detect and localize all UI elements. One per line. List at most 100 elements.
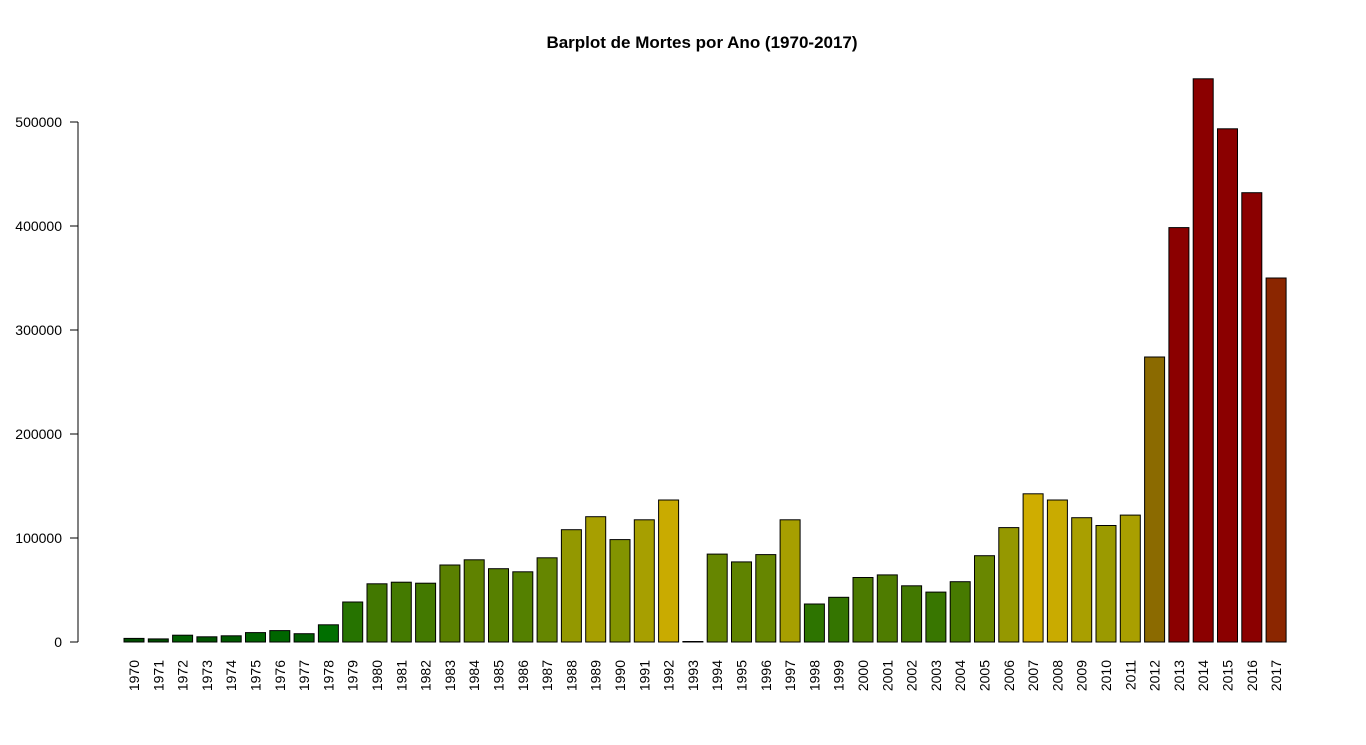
- bar-1971: [147, 638, 169, 643]
- x-tick-label-1996: 1996: [758, 660, 774, 691]
- bar-2010: [1095, 525, 1117, 643]
- bar-1979: [342, 601, 364, 643]
- bar-2014: [1192, 78, 1214, 643]
- bars: [123, 78, 1287, 643]
- x-tick-label-1979: 1979: [345, 660, 361, 691]
- x-tick-label-1976: 1976: [272, 660, 288, 691]
- bar-2016: [1241, 192, 1263, 643]
- y-tick-label: 100000: [15, 530, 62, 546]
- x-tick-label-2017: 2017: [1268, 660, 1284, 691]
- bar-1981: [390, 581, 412, 643]
- bar-1975: [245, 632, 266, 643]
- x-tick-label-2000: 2000: [855, 660, 871, 691]
- bar-1970: [123, 637, 145, 643]
- bar-1973: [196, 636, 218, 643]
- bar-1972: [172, 634, 194, 643]
- x-tick-label-1975: 1975: [248, 660, 264, 691]
- bar-1990: [609, 539, 631, 643]
- x-tick-label-1982: 1982: [418, 660, 434, 691]
- bar-2015: [1217, 128, 1238, 643]
- bar-2007: [1022, 493, 1044, 643]
- bar-1994: [706, 553, 728, 643]
- x-tick-label-2003: 2003: [928, 660, 944, 691]
- y-tick-label: 500000: [15, 114, 62, 130]
- y-tick-label: 200000: [15, 426, 62, 442]
- x-tick-label-1997: 1997: [782, 660, 798, 691]
- bar-1992: [658, 499, 680, 643]
- x-tick-label-2014: 2014: [1195, 660, 1211, 691]
- x-tick-label-1978: 1978: [320, 660, 336, 691]
- bar-1995: [731, 561, 752, 643]
- x-tick-label-1995: 1995: [734, 660, 750, 691]
- bar-1996: [755, 554, 777, 643]
- bar-2008: [1046, 499, 1068, 643]
- bar-2001: [876, 574, 898, 643]
- x-tick-label-1992: 1992: [661, 660, 677, 691]
- bar-2006: [998, 527, 1020, 643]
- x-tick-label-1991: 1991: [636, 660, 652, 691]
- x-tick-label-1994: 1994: [709, 660, 725, 691]
- x-tick-label-1985: 1985: [491, 660, 507, 691]
- bar-2004: [949, 581, 971, 643]
- bar-1997: [779, 519, 801, 643]
- bar-1985: [488, 568, 509, 643]
- bar-1987: [536, 557, 558, 643]
- x-tick-label-1973: 1973: [199, 660, 215, 691]
- x-tick-label-1972: 1972: [175, 660, 191, 691]
- x-tick-label-1998: 1998: [806, 660, 822, 691]
- bar-2003: [925, 591, 947, 643]
- bar-2017: [1265, 277, 1287, 643]
- bar-1988: [560, 529, 582, 643]
- bar-1974: [220, 635, 242, 643]
- x-tick-labels: 1970 1971 1972 1973 1974 1975 1976 1977 1978 1979…: [126, 660, 1284, 691]
- bar-1982: [415, 582, 437, 643]
- y-tick-label: 0: [54, 634, 62, 650]
- x-tick-label-1970: 1970: [126, 660, 142, 691]
- x-tick-label-1993: 1993: [685, 660, 701, 691]
- x-tick-label-2002: 2002: [904, 660, 920, 691]
- bar-1978: [317, 624, 339, 643]
- bar-2012: [1144, 356, 1166, 643]
- bar-1983: [439, 564, 461, 643]
- bar-2002: [901, 585, 923, 643]
- bar-1986: [512, 571, 534, 643]
- bar-1989: [585, 516, 607, 643]
- x-tick-label-1977: 1977: [296, 660, 312, 691]
- bar-1999: [828, 596, 850, 643]
- bar-1991: [633, 519, 655, 643]
- x-tick-label-2010: 2010: [1098, 660, 1114, 691]
- bar-2011: [1119, 514, 1141, 643]
- y-axis: 0 100000 200000 300000 400000 500000: [15, 114, 79, 650]
- x-tick-label-2006: 2006: [1001, 660, 1017, 691]
- x-tick-label-2008: 2008: [1049, 660, 1065, 691]
- x-tick-label-1990: 1990: [612, 660, 628, 691]
- x-tick-label-2015: 2015: [1220, 660, 1236, 691]
- bar-2000: [852, 577, 874, 643]
- x-tick-label-2012: 2012: [1147, 660, 1163, 691]
- bar-2005: [974, 555, 995, 643]
- x-tick-label-1981: 1981: [393, 660, 409, 691]
- bar-2009: [1071, 517, 1093, 643]
- x-tick-label-1989: 1989: [588, 660, 604, 691]
- x-tick-label-2016: 2016: [1244, 660, 1260, 691]
- x-tick-label-1999: 1999: [831, 660, 847, 691]
- x-tick-label-1983: 1983: [442, 660, 458, 691]
- bar-1993: [682, 641, 704, 643]
- x-tick-label-2007: 2007: [1025, 660, 1041, 691]
- x-tick-label-1984: 1984: [466, 660, 482, 691]
- bar-1977: [293, 633, 315, 643]
- x-tick-label-1971: 1971: [150, 660, 166, 691]
- bar-1980: [366, 583, 388, 643]
- x-tick-label-2013: 2013: [1171, 660, 1187, 691]
- bar-1984: [463, 559, 485, 643]
- bar-1998: [803, 603, 825, 643]
- chart-title: Barplot de Mortes por Ano (1970-2017): [546, 33, 857, 52]
- y-tick-label: 300000: [15, 322, 62, 338]
- x-tick-label-2004: 2004: [952, 660, 968, 691]
- x-tick-label-1986: 1986: [515, 660, 531, 691]
- x-tick-label-2001: 2001: [879, 660, 895, 691]
- x-tick-label-1980: 1980: [369, 660, 385, 691]
- x-tick-label-1988: 1988: [563, 660, 579, 691]
- x-tick-label-1974: 1974: [223, 660, 239, 691]
